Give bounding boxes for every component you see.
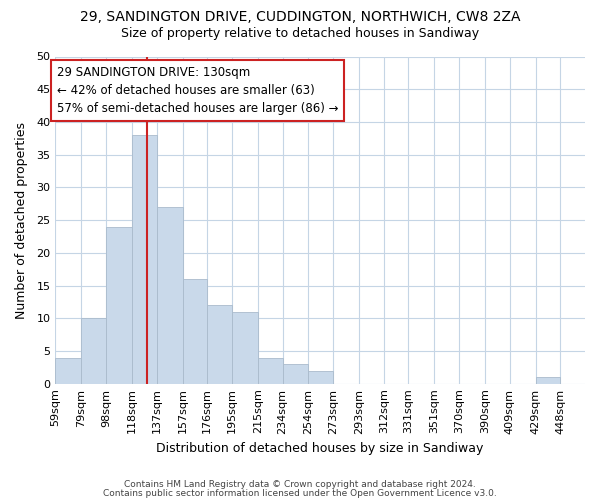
X-axis label: Distribution of detached houses by size in Sandiway: Distribution of detached houses by size … (157, 442, 484, 455)
Bar (132, 135, 157, 384)
Bar (207, 305, 232, 384)
Text: 29 SANDINGTON DRIVE: 130sqm
← 42% of detached houses are smaller (63)
57% of sem: 29 SANDINGTON DRIVE: 130sqm ← 42% of det… (56, 66, 338, 116)
Text: Contains HM Land Registry data © Crown copyright and database right 2024.: Contains HM Land Registry data © Crown c… (124, 480, 476, 489)
Bar (536, 377, 560, 384)
Bar (308, 370, 333, 384)
Bar (283, 364, 308, 384)
Bar (157, 207, 182, 384)
Text: 29, SANDINGTON DRIVE, CUDDINGTON, NORTHWICH, CW8 2ZA: 29, SANDINGTON DRIVE, CUDDINGTON, NORTHW… (80, 10, 520, 24)
Text: Contains public sector information licensed under the Open Government Licence v3: Contains public sector information licen… (103, 488, 497, 498)
Bar (232, 312, 258, 384)
Bar (81, 318, 106, 384)
Bar (182, 279, 207, 384)
Bar (258, 358, 283, 384)
Y-axis label: Number of detached properties: Number of detached properties (15, 122, 28, 318)
Bar (106, 226, 132, 384)
Bar (55, 358, 81, 384)
Text: Size of property relative to detached houses in Sandiway: Size of property relative to detached ho… (121, 28, 479, 40)
